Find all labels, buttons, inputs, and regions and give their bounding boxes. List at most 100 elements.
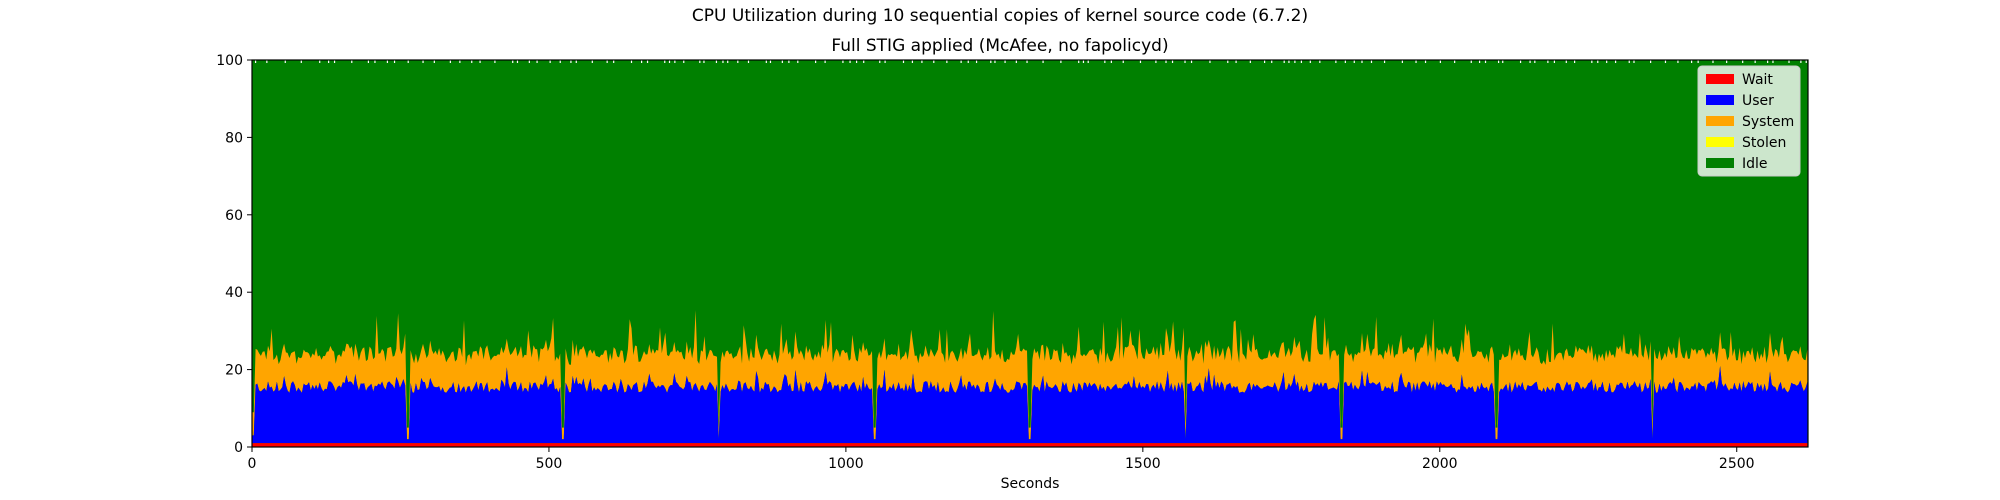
x-tick-label: 2000 — [1422, 456, 1458, 472]
x-tick-label: 0 — [248, 456, 257, 472]
legend-label-wait: Wait — [1742, 72, 1773, 88]
idle-gap — [1633, 60, 1635, 63]
legend-box — [1697, 65, 1801, 177]
idle-gap — [815, 60, 817, 63]
idle-gap — [570, 60, 572, 63]
idle-gap — [1104, 60, 1106, 63]
idle-gap — [1597, 60, 1599, 63]
idle-gap — [641, 60, 643, 63]
idle-gap — [1677, 60, 1679, 63]
idle-gap — [902, 60, 905, 63]
idle-gap — [1383, 60, 1386, 63]
idle-gap — [1767, 60, 1769, 63]
idle-gap — [459, 60, 461, 63]
legend-label-idle: Idle — [1742, 156, 1768, 172]
x-tick-label: 500 — [536, 456, 563, 472]
idle-gap — [765, 60, 767, 63]
idle-gap — [769, 60, 772, 63]
y-tick-label: 40 — [225, 285, 243, 301]
idle-gap — [351, 60, 353, 63]
idle-gap — [433, 60, 435, 63]
idle-gap — [1288, 60, 1290, 63]
idle-gap — [699, 60, 701, 63]
idle-gap — [1574, 60, 1576, 63]
legend: Wait User System Stolen Idle — [1697, 65, 1801, 177]
idle-gap — [921, 60, 923, 63]
idle-gap — [863, 60, 865, 63]
idle-gap — [367, 60, 370, 63]
idle-gap — [1691, 60, 1693, 63]
idle-gap — [613, 60, 615, 63]
legend-swatch-idle — [1706, 158, 1734, 168]
legend-swatch-wait — [1706, 74, 1734, 84]
idle-gap — [1319, 60, 1321, 63]
idle-gap — [1553, 60, 1556, 63]
idle-gap — [975, 60, 978, 63]
idle-gap — [946, 60, 948, 63]
idle-gap — [1788, 60, 1790, 63]
idle-gap — [722, 60, 724, 63]
idle-gap — [1344, 60, 1346, 63]
idle-gap — [1565, 60, 1567, 63]
idle-gap — [1082, 60, 1085, 63]
axes — [251, 59, 1809, 448]
chart-title: CPU Utilization during 10 sequential cop… — [691, 6, 1309, 26]
idle-gap — [333, 60, 336, 63]
idle-gap — [1805, 60, 1807, 63]
idle-gap — [494, 60, 496, 63]
legend-swatch-system — [1706, 116, 1734, 126]
idle-gap — [824, 60, 826, 63]
idle-gap — [646, 60, 649, 63]
idle-gap — [1155, 60, 1157, 63]
idle-gap — [591, 60, 593, 63]
idle-gap — [1026, 60, 1028, 63]
idle-gap — [933, 60, 935, 63]
idle-gap — [575, 60, 577, 63]
idle-gap — [1742, 60, 1744, 63]
x-axis-ticks: 0 500 1000 1500 2000 2500 — [248, 447, 1755, 472]
idle-gap — [1171, 60, 1174, 63]
idle-gap — [664, 60, 666, 63]
y-tick-label: 0 — [234, 440, 243, 456]
series-areas — [252, 60, 1808, 447]
idle-gap — [1800, 60, 1802, 63]
idle-gap — [393, 60, 396, 63]
legend-label-system: System — [1742, 114, 1794, 130]
idle-gap — [1361, 60, 1363, 63]
idle-gap — [960, 60, 962, 63]
idle-gap — [1078, 60, 1080, 63]
idle-gap — [788, 60, 790, 63]
idle-gap — [1139, 60, 1142, 63]
idle-gap — [1772, 60, 1774, 63]
idle-gap — [727, 60, 729, 63]
y-tick-label: 100 — [216, 53, 243, 69]
chart-subtitle: Full STIG applied (McAfee, no fapolicyd) — [831, 36, 1169, 56]
idle-gap — [1294, 60, 1296, 63]
idle-gap — [1227, 60, 1229, 63]
idle-gap — [967, 60, 969, 63]
idle-gap — [1606, 60, 1608, 63]
idle-gap — [1370, 60, 1373, 63]
idle-gap — [855, 60, 858, 63]
idle-gap — [842, 60, 844, 63]
idle-gap — [449, 60, 451, 63]
idle-gap — [1004, 60, 1006, 63]
idle-gap — [1190, 60, 1193, 63]
idle-gap — [1235, 60, 1237, 63]
y-tick-label: 60 — [225, 208, 243, 224]
legend-label-user: User — [1742, 93, 1774, 109]
idle-gap — [328, 60, 330, 63]
idle-gap — [1309, 60, 1311, 63]
idle-gap — [781, 60, 783, 63]
idle-gap — [1015, 60, 1017, 63]
idle-gap — [1353, 60, 1355, 63]
idle-gap — [479, 60, 481, 63]
idle-gap — [884, 60, 886, 63]
idle-gap — [1209, 60, 1211, 63]
idle-gap — [559, 60, 561, 63]
idle-gap — [674, 60, 676, 63]
idle-gap — [1165, 60, 1167, 63]
idle-gap — [1263, 60, 1266, 63]
idle-gap — [668, 60, 671, 63]
idle-gap — [1650, 60, 1652, 63]
